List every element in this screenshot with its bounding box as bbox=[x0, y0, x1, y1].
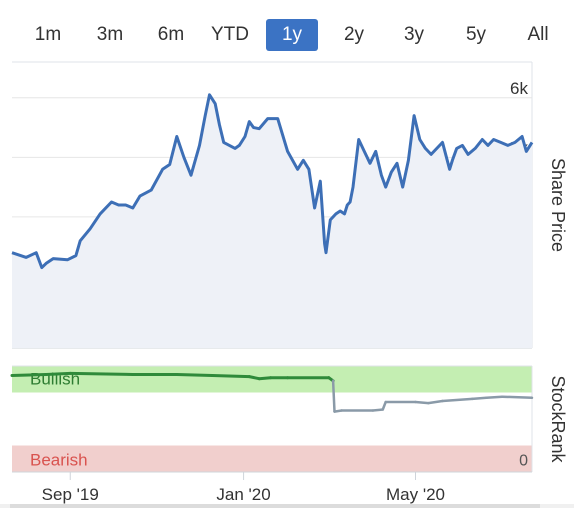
stockrank-series-segment bbox=[68, 371, 135, 376]
range-button-3m[interactable]: 3m bbox=[96, 24, 124, 45]
price-plot-area: 2k3k4k5k6kShare Price bbox=[11, 61, 568, 349]
stockrank-series-segment bbox=[331, 379, 336, 413]
stockrank-series-segment bbox=[371, 408, 385, 412]
price-series-line bbox=[11, 93, 534, 270]
x-axis: Sep '19 Jan '20 May '20 bbox=[42, 472, 445, 504]
range-button-1y[interactable]: 1y bbox=[266, 19, 318, 51]
stockrank-series-segment bbox=[44, 371, 72, 376]
stockrank-axis-label: StockRank bbox=[548, 375, 568, 463]
range-button-6m[interactable]: 6m bbox=[157, 24, 185, 45]
stockrank-series-segment bbox=[257, 376, 273, 381]
range-selector: 1m 3m 6m YTD 1y 2y 3y 5y All bbox=[0, 14, 574, 54]
x-tick-label: Sep '19 bbox=[42, 485, 99, 504]
bullish-band bbox=[12, 366, 532, 393]
range-button-1m[interactable]: 1m bbox=[34, 24, 62, 45]
range-button-all[interactable]: All bbox=[527, 24, 549, 45]
price-area-fill bbox=[12, 94, 532, 348]
price-tick-label: 6k bbox=[510, 79, 528, 98]
stockrank-series-segment bbox=[485, 395, 504, 400]
stockrank-series-segment bbox=[500, 395, 534, 400]
x-tick-label: Jan '20 bbox=[216, 485, 270, 504]
bearish-label: Bearish bbox=[30, 450, 88, 469]
x-tick-label: May '20 bbox=[386, 485, 445, 504]
range-button-2y[interactable]: 2y bbox=[343, 24, 365, 45]
rank-tick-label: 0 bbox=[519, 452, 528, 469]
stockrank-series-segment bbox=[210, 374, 251, 379]
stockrank-series-segment bbox=[427, 399, 444, 405]
navigator-scrollbar[interactable] bbox=[0, 504, 574, 508]
stockrank-series-segment bbox=[414, 400, 430, 405]
stockrank-series-segment bbox=[175, 373, 214, 377]
price-axis-label: Share Price bbox=[548, 158, 568, 252]
stockrank-series-segment bbox=[441, 397, 474, 403]
range-button-5y[interactable]: 5y bbox=[465, 24, 487, 45]
stockrank-series-segment bbox=[247, 375, 261, 381]
stockrank-series-segment bbox=[10, 373, 48, 377]
range-button-ytd[interactable]: YTD bbox=[211, 24, 249, 45]
stockrank-series-segment bbox=[471, 396, 488, 401]
range-button-3y[interactable]: 3y bbox=[403, 24, 425, 45]
bearish-band bbox=[12, 445, 532, 472]
stockrank-series-segment bbox=[381, 400, 387, 411]
scrollbar-thumb[interactable] bbox=[10, 504, 540, 508]
